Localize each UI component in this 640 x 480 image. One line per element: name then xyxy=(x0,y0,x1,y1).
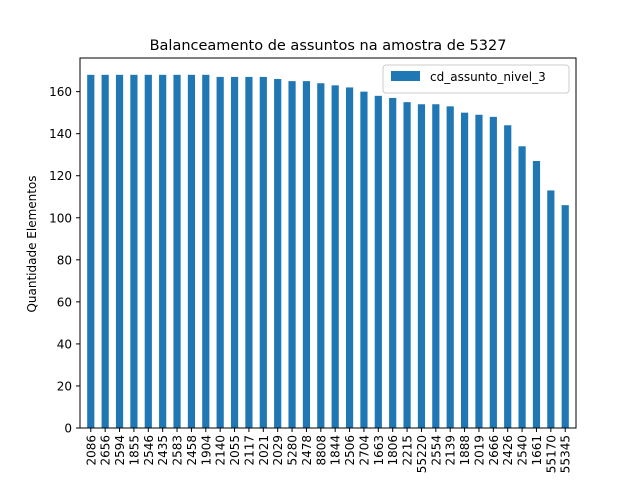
bar-1844 xyxy=(331,85,339,428)
x-tick-label: 1904 xyxy=(199,435,213,466)
x-tick-label: 2117 xyxy=(242,435,256,466)
y-axis-label: Quantidade Elementos xyxy=(25,175,39,312)
y-tick-label: 20 xyxy=(57,379,72,393)
x-tick-label: 2583 xyxy=(171,435,185,466)
bar-2540 xyxy=(518,146,526,429)
y-tick-label: 100 xyxy=(49,211,72,225)
x-tick-label: 1661 xyxy=(530,435,544,466)
bar-2029 xyxy=(274,79,282,429)
x-tick-label: 2546 xyxy=(142,435,156,466)
x-tick-label: 1806 xyxy=(386,435,400,466)
x-tick-label: 2540 xyxy=(516,435,530,466)
y-tick-label: 160 xyxy=(49,85,72,99)
x-tick-label: 2019 xyxy=(472,435,486,466)
legend-frame xyxy=(382,64,570,94)
x-tick-label: 2055 xyxy=(228,435,242,466)
x-axis-ticks: 2086 2656 2594 1855 2546 2435 2583 2458 1904 2140… xyxy=(84,428,573,473)
x-tick-label: 2021 xyxy=(257,435,271,466)
bar-1904 xyxy=(202,74,210,428)
y-tick-label: 40 xyxy=(57,337,72,351)
bar-2506 xyxy=(345,87,354,429)
y-axis-ticks: 0 20 40 60 80 100 120 140 160 xyxy=(49,85,80,436)
y-tick-label: 0 xyxy=(64,422,72,436)
bar-1888 xyxy=(460,112,469,428)
bar-1806 xyxy=(389,97,397,428)
bar-2435 xyxy=(159,74,167,428)
bar-2546 xyxy=(144,74,152,428)
bar-1663 xyxy=(374,95,382,428)
x-tick-label: 2435 xyxy=(156,435,170,466)
bar-2019 xyxy=(475,114,483,428)
bar-2666 xyxy=(489,116,497,429)
x-tick-label: 2478 xyxy=(300,435,314,466)
y-tick-label: 80 xyxy=(57,253,72,267)
bar-2215 xyxy=(403,102,411,429)
x-tick-label: 2086 xyxy=(84,435,98,466)
chart-title: Balanceamento de assuntos na amostra de … xyxy=(150,38,507,54)
x-tick-label: 1663 xyxy=(372,435,386,466)
bar-55170 xyxy=(547,190,555,428)
bar-2583 xyxy=(173,74,181,428)
bar-2656 xyxy=(101,74,109,428)
x-tick-label: 2656 xyxy=(99,435,113,466)
x-tick-label: 55170 xyxy=(544,435,558,473)
bar-55220 xyxy=(417,104,426,428)
x-tick-label: 1888 xyxy=(458,435,472,466)
bar-2055 xyxy=(230,76,239,429)
bar-2704 xyxy=(360,91,368,428)
bar-2426 xyxy=(504,125,512,429)
legend-swatch xyxy=(391,71,420,81)
y-tick-label: 140 xyxy=(49,127,72,141)
bar-2086 xyxy=(87,74,95,428)
bar-1855 xyxy=(130,74,138,428)
x-tick-label: 1855 xyxy=(127,435,141,466)
x-tick-label: 2029 xyxy=(271,435,285,466)
bar-55345 xyxy=(561,205,569,428)
legend: cd_assunto_nivel_3 xyxy=(382,64,570,94)
x-tick-label: 2506 xyxy=(343,435,357,466)
bar-2139 xyxy=(446,106,454,428)
x-tick-label: 2554 xyxy=(429,435,443,466)
legend-label: cd_assunto_nivel_3 xyxy=(430,70,546,84)
x-tick-label: 8808 xyxy=(314,435,328,466)
bar-8808 xyxy=(317,83,325,428)
x-tick-label: 5280 xyxy=(286,435,300,466)
y-tick-label: 60 xyxy=(57,295,72,309)
bar-2021 xyxy=(259,76,267,429)
x-tick-label: 2458 xyxy=(185,435,199,466)
bars-group xyxy=(87,74,569,429)
y-tick-label: 120 xyxy=(49,169,72,183)
bar-5280 xyxy=(288,81,296,429)
bar-2554 xyxy=(432,104,440,428)
bar-2594 xyxy=(115,74,124,428)
x-tick-label: 2140 xyxy=(214,435,228,466)
x-tick-label: 2666 xyxy=(487,435,501,466)
x-tick-label: 55345 xyxy=(559,435,573,473)
x-tick-label: 2426 xyxy=(501,435,515,466)
x-tick-label: 2139 xyxy=(444,435,458,466)
x-tick-label: 2215 xyxy=(401,435,415,466)
bar-2458 xyxy=(187,74,196,428)
bar-2478 xyxy=(302,81,311,429)
bar-1661 xyxy=(532,161,541,428)
bar-2117 xyxy=(245,76,253,429)
bar-2140 xyxy=(216,76,224,429)
x-tick-label: 2594 xyxy=(113,435,127,466)
x-tick-label: 2704 xyxy=(357,435,371,466)
plot-frame xyxy=(79,57,577,429)
x-tick-label: 55220 xyxy=(415,435,429,473)
x-tick-label: 1844 xyxy=(329,435,343,466)
